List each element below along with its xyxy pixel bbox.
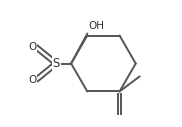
- Text: OH: OH: [88, 21, 104, 31]
- Text: O: O: [29, 75, 37, 85]
- Text: O: O: [29, 42, 37, 52]
- Text: S: S: [53, 57, 60, 70]
